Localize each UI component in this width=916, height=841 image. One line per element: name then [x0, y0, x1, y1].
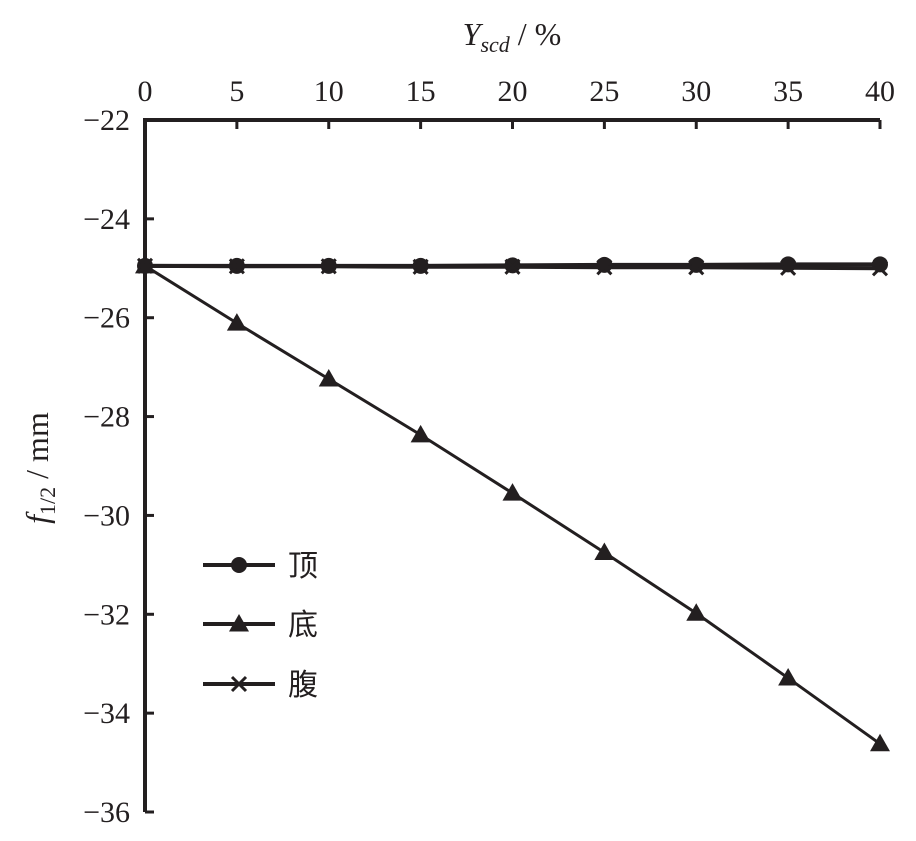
data-point: [780, 256, 797, 273]
y-tick-label: −24: [83, 203, 130, 236]
data-point: [412, 258, 429, 275]
data-point: [226, 313, 247, 331]
series-line: [144, 264, 881, 746]
x-tick-label: 5: [229, 75, 244, 108]
x-tick-label: 30: [681, 75, 711, 108]
x-tick-label: 0: [138, 75, 153, 108]
axes: [143, 118, 880, 812]
data-point: [686, 603, 707, 621]
data-point: [780, 259, 797, 276]
legend-label: 底: [288, 608, 318, 643]
series-group: [135, 255, 890, 752]
data-point: [688, 256, 705, 273]
data-point: [502, 483, 523, 501]
y-tick-label: −36: [83, 796, 130, 829]
data-point: [228, 258, 245, 275]
x-tick-group: 0 5 10 15 20 25 30 35 40: [138, 75, 895, 129]
legend-marker: [230, 675, 248, 693]
y-tick-label: −22: [83, 104, 130, 137]
data-point: [504, 258, 521, 275]
data-point: [870, 733, 890, 752]
legend-item: 底: [203, 608, 318, 643]
y-tick-label: −32: [83, 598, 130, 631]
legend-marker: [231, 557, 247, 573]
x-tick-label: 35: [773, 75, 803, 108]
data-point: [594, 542, 615, 560]
y-axis-title-unit: / mm: [19, 412, 55, 487]
x-axis-title-unit: / %: [510, 16, 562, 52]
x-axis-title: Yscd / %: [463, 16, 562, 57]
x-axis-title-symbol: Y: [463, 16, 484, 52]
series-triangle: [135, 255, 890, 752]
y-tick-group: −22 −24 −26 −28 −30 −32 −34 −36: [83, 104, 154, 829]
legend-label: 腹: [288, 668, 318, 703]
y-axis-title: f1/2 / mm: [19, 412, 60, 524]
x-tick-label: 20: [498, 75, 528, 108]
x-axis-title-subscript: scd: [480, 32, 510, 57]
data-point: [871, 260, 889, 277]
x-tick-label: 25: [589, 75, 619, 108]
data-point: [596, 256, 613, 273]
data-point: [688, 259, 705, 276]
data-point: [410, 424, 431, 443]
y-tick-label: −34: [83, 697, 130, 730]
legend: 顶底腹: [203, 549, 318, 703]
y-axis-title-subscript: 1/2: [35, 487, 60, 515]
x-tick-label: 40: [865, 75, 895, 108]
legend-item: 顶: [203, 549, 318, 584]
data-point: [320, 258, 337, 275]
data-point: [596, 259, 613, 276]
y-tick-label: −30: [83, 499, 130, 532]
y-tick-label: −26: [83, 302, 130, 335]
legend-label: 顶: [288, 549, 318, 584]
y-tick-label: −28: [83, 401, 130, 434]
x-tick-label: 15: [406, 75, 436, 108]
series-cross: [136, 257, 889, 277]
legend-item: 腹: [203, 668, 318, 703]
x-tick-label: 10: [314, 75, 344, 108]
legend-marker: [229, 614, 249, 632]
data-point: [318, 369, 339, 387]
data-point: [136, 257, 154, 274]
data-point: [778, 668, 799, 686]
